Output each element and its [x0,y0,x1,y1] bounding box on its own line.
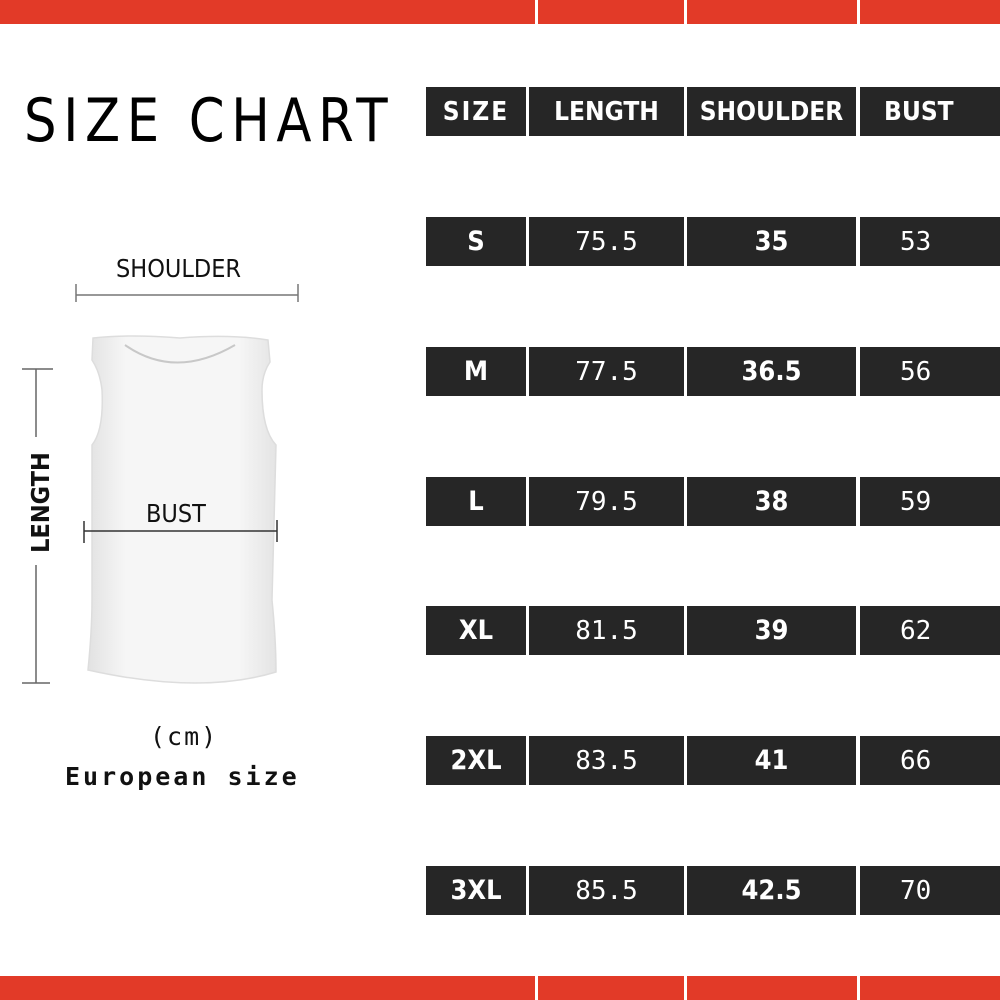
cell-shoulder: 39 [687,606,856,655]
cell-size: S [426,217,526,266]
header-shoulder: SHOULDER [687,87,856,136]
unit-label: (cm) [150,722,219,751]
cell-bust: 62 [860,606,1000,655]
cell-size: 3XL [426,866,526,915]
header-bust: BUST [860,87,1000,136]
cell-bust: 59 [860,477,1000,526]
header-size: SIZE [426,87,526,136]
cell-size: M [426,347,526,396]
shoulder-measure-line [75,284,299,302]
cell-shoulder: 42.5 [687,866,856,915]
cell-size: 2XL [426,736,526,785]
page-title: SIZE CHART [24,86,395,156]
length-label: LENGTH [25,452,55,553]
cell-length: 77.5 [529,347,684,396]
cell-length: 85.5 [529,866,684,915]
cell-bust: 56 [860,347,1000,396]
european-size-note: European size [65,762,300,791]
cell-size: L [426,477,526,526]
cell-shoulder: 41 [687,736,856,785]
cell-length: 81.5 [529,606,684,655]
tank-top-diagram [22,284,299,684]
cell-shoulder: 38 [687,477,856,526]
bust-label: BUST [146,499,206,528]
cell-size: XL [426,606,526,655]
cell-length: 79.5 [529,477,684,526]
header-length: LENGTH [529,87,684,136]
cell-length: 83.5 [529,736,684,785]
bottom-accent-bar [0,976,1000,1000]
bust-measure-line [83,520,278,543]
cell-shoulder: 35 [687,217,856,266]
cell-bust: 70 [860,866,1000,915]
cell-bust: 53 [860,217,1000,266]
length-measure-line [22,368,53,684]
cell-bust: 66 [860,736,1000,785]
cell-length: 75.5 [529,217,684,266]
cell-shoulder: 36.5 [687,347,856,396]
shoulder-label: SHOULDER [116,254,242,283]
top-accent-bar [0,0,1000,24]
tank-top-image [87,335,277,684]
